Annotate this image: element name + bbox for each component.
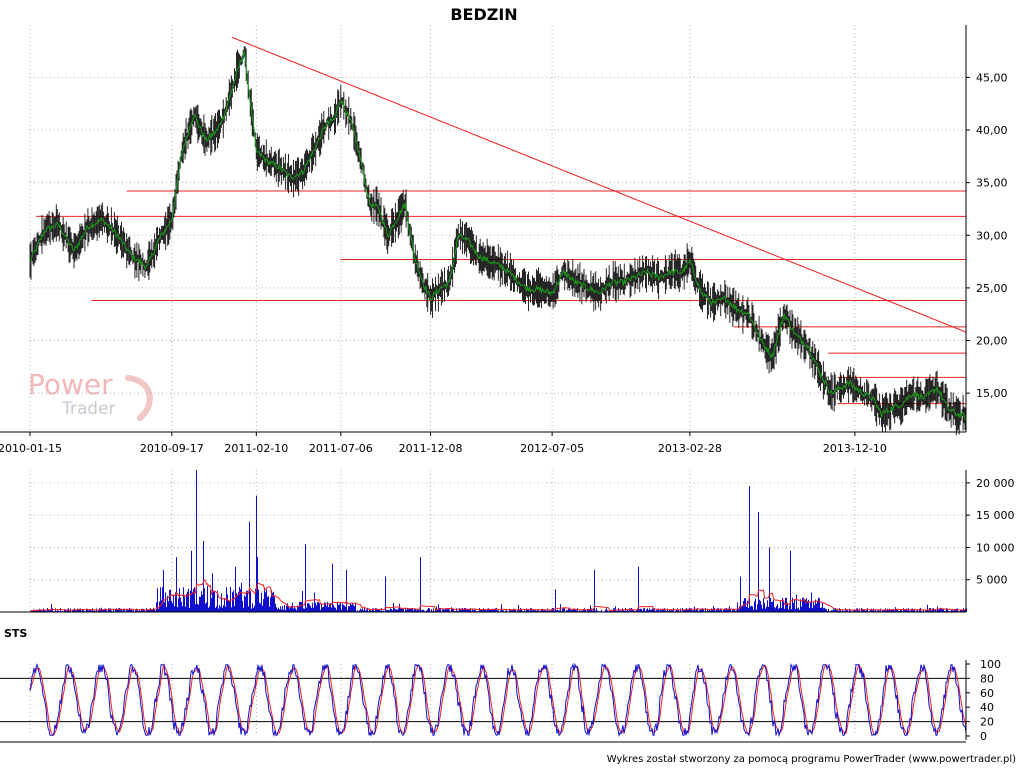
sts-ytick-label: 40 [980, 701, 994, 714]
sts-ytick-label: 100 [980, 658, 1001, 671]
trend-line-0 [231, 36, 967, 333]
volume-grid [29, 470, 966, 612]
price-ytick-label: 35,00 [976, 177, 1008, 190]
price-candles [29, 46, 967, 436]
sts-ytick-label: 0 [980, 730, 987, 743]
sts-lines [29, 662, 967, 738]
date-tick-label: 2011-12-08 [399, 442, 463, 455]
price-y-axis: 45,00 40,00 35,00 30,00 25,00 20,00 15,00 [965, 25, 1008, 432]
candle-wicks [29, 46, 967, 436]
volume-average-line [30, 579, 967, 612]
price-ytick-label: 25,00 [976, 282, 1008, 295]
price-ytick-label: 30,00 [976, 229, 1008, 242]
price-ytick-label: 20,00 [976, 335, 1008, 348]
volume-ytick-label: 10 000 [976, 541, 1015, 554]
powertrader-watermark: Power Trader [28, 368, 153, 421]
date-tick-label: 2013-02-28 [658, 442, 722, 455]
date-tick-label: 2011-02-10 [224, 442, 288, 455]
sts-d-line [29, 663, 967, 736]
volume-ytick-label: 5 000 [976, 574, 1008, 587]
volume-y-axis: 20 000 15 000 10 000 5 000 [0, 470, 1015, 613]
date-x-axis: 2010-01-15 2010-09-17 2011-02-10 2011-07-06… [0, 431, 966, 455]
sts-panel-label: STS [4, 627, 27, 640]
volume-ytick-label: 15 000 [976, 509, 1015, 522]
volume-bars [30, 470, 967, 612]
date-tick-label: 2013-12-10 [823, 442, 887, 455]
sts-ytick-label: 60 [980, 687, 994, 700]
volume-average [30, 579, 967, 612]
footer-credit: Wykres został stworzony za pomocą progra… [607, 754, 1016, 765]
sts-k-line [29, 662, 967, 738]
sts-ytick-label: 80 [980, 672, 994, 685]
price-series [29, 49, 967, 421]
price-line [29, 49, 967, 421]
date-tick-label: 2010-01-15 [0, 442, 62, 455]
trend-lines [35, 36, 967, 405]
date-tick-label: 2012-07-05 [520, 442, 584, 455]
volume-ytick-label: 20 000 [976, 477, 1015, 490]
price-ytick-label: 45,00 [976, 71, 1008, 84]
date-tick-label: 2010-09-17 [140, 442, 204, 455]
volume-bars [30, 470, 967, 612]
price-ytick-label: 15,00 [976, 387, 1008, 400]
watermark-power: Power [28, 368, 113, 401]
sts-ytick-label: 20 [980, 716, 994, 729]
price-grid [29, 25, 966, 430]
price-ytick-label: 40,00 [976, 124, 1008, 137]
date-tick-label: 2011-07-06 [309, 442, 373, 455]
chart-title: BEDZIN [450, 5, 517, 24]
watermark-trader: Trader [61, 399, 116, 419]
